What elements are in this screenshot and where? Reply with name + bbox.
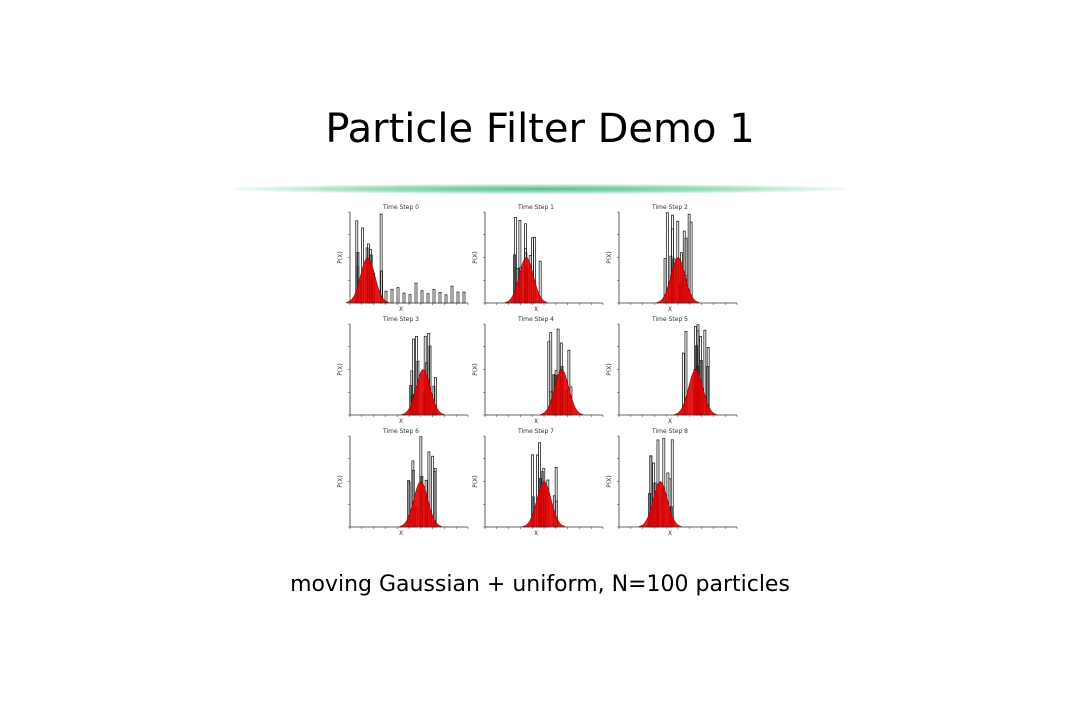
slide-title: Particle Filter Demo 1 <box>325 106 755 152</box>
y-axis-label: P(X) <box>606 251 613 263</box>
panel-title: Time Step 3 <box>382 316 419 323</box>
panel-title: Time Step 8 <box>651 428 688 435</box>
y-axis-label: P(X) <box>337 363 344 375</box>
panel-title: Time Step 1 <box>517 204 554 211</box>
y-axis-label: P(X) <box>472 251 479 263</box>
x-axis-label: X <box>534 418 538 425</box>
histogram-bar <box>432 288 436 304</box>
y-axis-label: P(X) <box>472 363 479 375</box>
histogram-bar <box>420 290 424 304</box>
panel-title: Time Step 7 <box>517 428 554 435</box>
panel-title: Time Step 2 <box>651 204 688 211</box>
panel-title: Time Step 6 <box>382 428 419 435</box>
x-axis-label: X <box>534 530 538 537</box>
gaussian-curve <box>674 369 718 416</box>
histogram-bar <box>426 293 430 304</box>
histogram-bar <box>450 285 454 304</box>
gaussian-curve <box>638 481 682 528</box>
gaussian-curve <box>399 481 443 528</box>
caption: moving Gaussian + uniform, N=100 particl… <box>290 572 790 597</box>
gaussian-curve <box>656 257 700 304</box>
x-axis-label: X <box>668 418 672 425</box>
histogram-bar <box>402 292 406 304</box>
gaussian-curve <box>522 481 566 528</box>
panel-title: Time Step 5 <box>651 316 688 323</box>
y-axis-label: P(X) <box>606 363 613 375</box>
x-axis-label: X <box>399 530 403 537</box>
y-axis-label: P(X) <box>337 251 344 263</box>
x-axis-label: X <box>668 306 672 313</box>
panel-title: Time Step 0 <box>382 204 419 211</box>
histogram-bar <box>438 291 442 304</box>
x-axis-label: X <box>534 306 538 313</box>
divider <box>235 184 845 194</box>
gaussian-curve <box>346 257 390 304</box>
gaussian-curve <box>540 369 584 416</box>
y-axis-label: P(X) <box>337 475 344 487</box>
x-axis-label: X <box>399 306 403 313</box>
histogram-bar <box>689 221 693 304</box>
x-axis-label: X <box>399 418 403 425</box>
gaussian-curve <box>504 257 548 304</box>
histogram-bar <box>444 294 448 304</box>
gaussian-curve <box>401 369 445 416</box>
y-axis-label: P(X) <box>606 475 613 487</box>
panel-title: Time Step 4 <box>517 316 554 323</box>
histogram-bar <box>456 291 460 304</box>
y-axis-label: P(X) <box>472 475 479 487</box>
x-axis-label: X <box>668 530 672 537</box>
histogram-bar <box>408 294 412 304</box>
histogram-bar <box>396 287 400 304</box>
histogram-bar <box>414 282 418 304</box>
histogram-bar <box>462 291 466 304</box>
histogram-bar <box>390 288 394 304</box>
